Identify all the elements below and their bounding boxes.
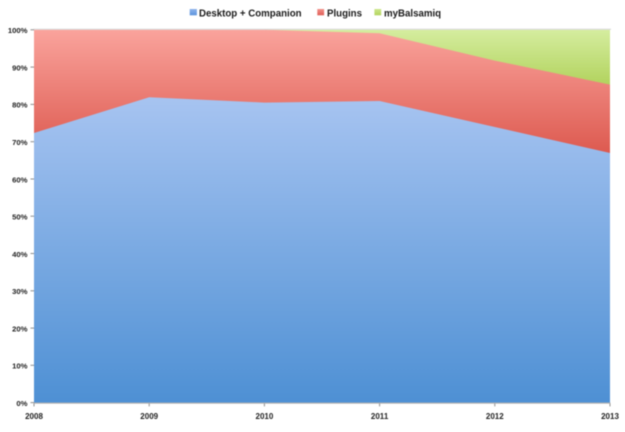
svg-text:50%: 50% — [12, 213, 28, 222]
svg-text:myBalsamiq: myBalsamiq — [384, 9, 441, 20]
svg-text:60%: 60% — [12, 175, 28, 184]
svg-text:0%: 0% — [16, 399, 27, 408]
svg-text:80%: 80% — [12, 101, 28, 110]
svg-text:90%: 90% — [12, 63, 28, 72]
svg-text:2008: 2008 — [25, 412, 43, 421]
svg-text:40%: 40% — [12, 250, 28, 259]
svg-text:2012: 2012 — [486, 412, 504, 421]
svg-text:Plugins: Plugins — [327, 9, 362, 20]
svg-text:70%: 70% — [12, 138, 28, 147]
svg-text:2010: 2010 — [256, 412, 274, 421]
svg-text:20%: 20% — [12, 324, 28, 333]
svg-text:2013: 2013 — [601, 412, 619, 421]
svg-text:10%: 10% — [12, 362, 28, 371]
svg-text:2009: 2009 — [140, 412, 158, 421]
svg-text:30%: 30% — [12, 287, 28, 296]
svg-text:Desktop + Companion: Desktop + Companion — [199, 9, 302, 20]
svg-text:100%: 100% — [8, 26, 28, 35]
svg-text:2011: 2011 — [371, 412, 389, 421]
